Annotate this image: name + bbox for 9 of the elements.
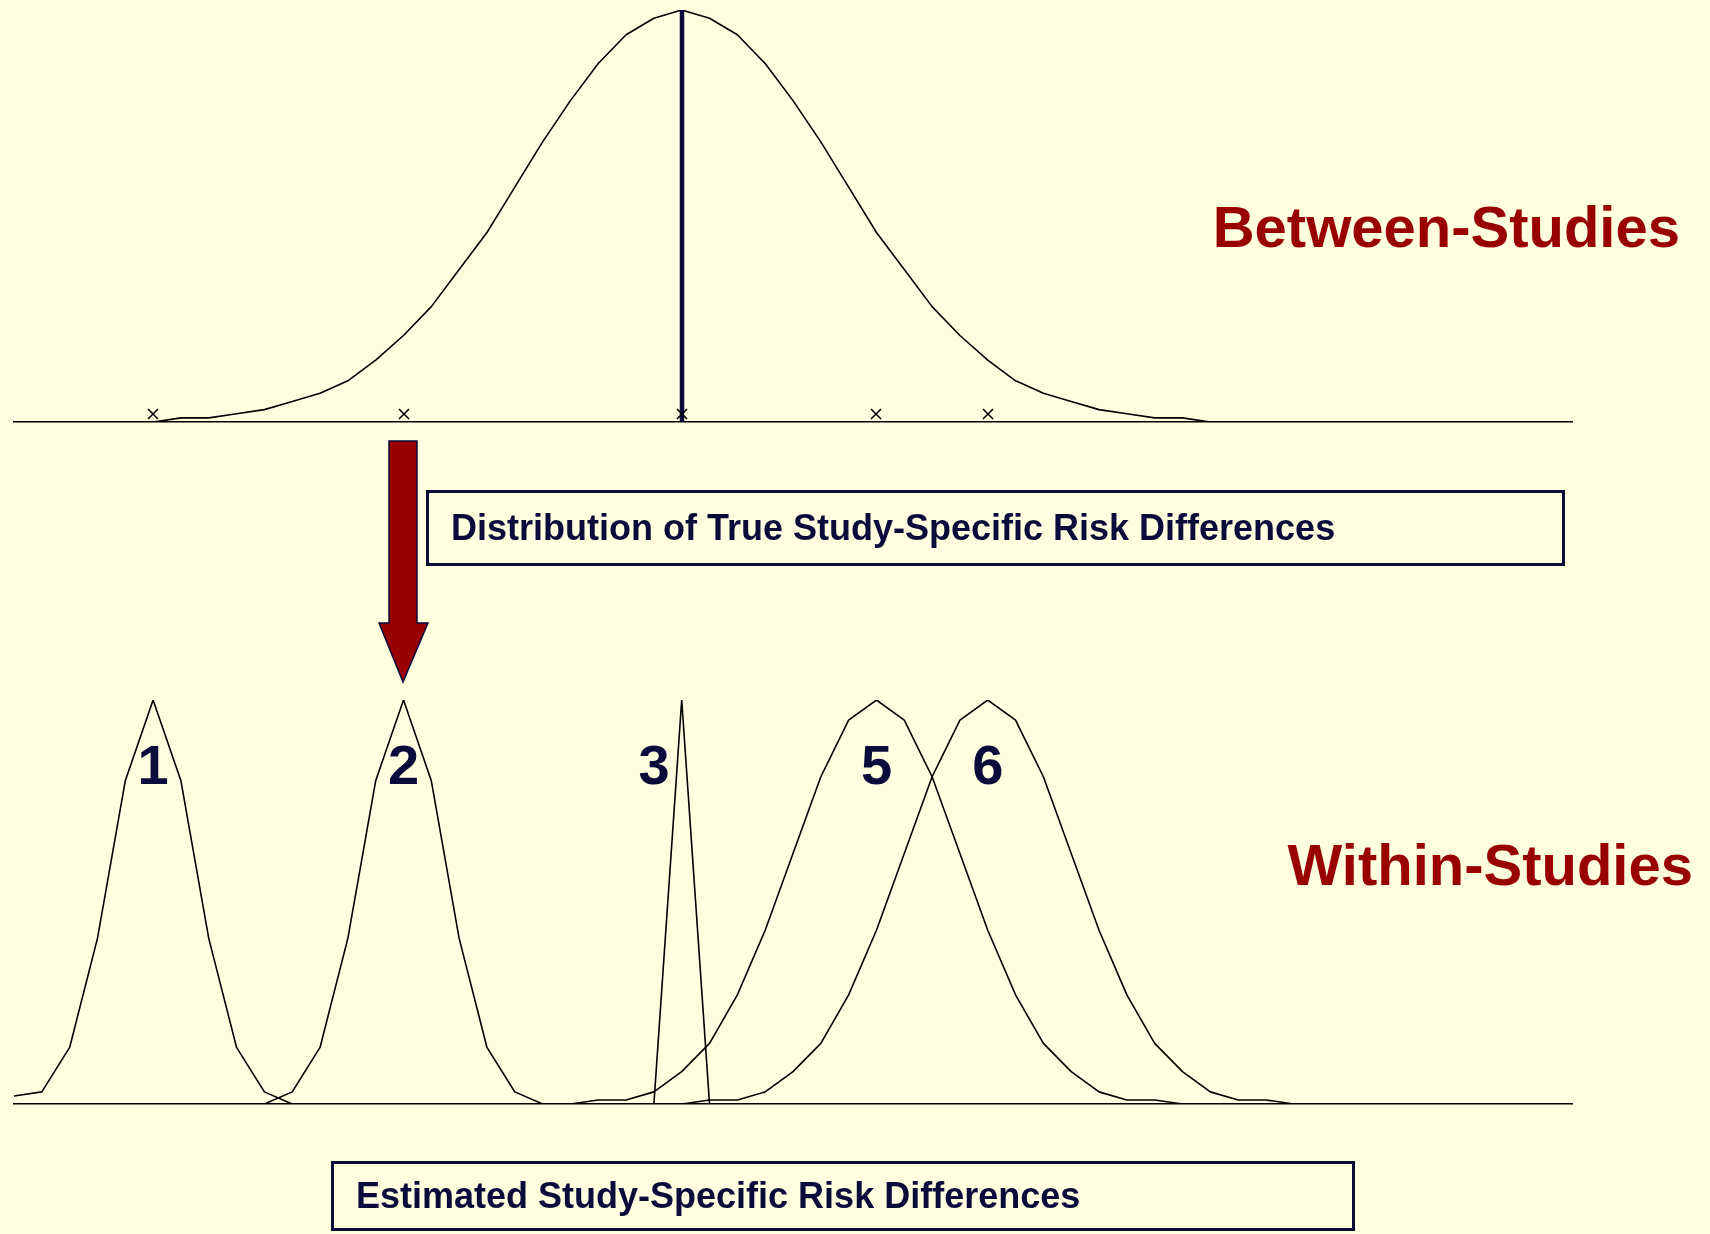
x-axis-title: Estimated Study-Specific Risk Differences	[331, 1161, 1355, 1231]
series-label: 3	[638, 733, 670, 797]
series-label: 5	[860, 733, 893, 797]
series-label: 2	[387, 733, 420, 797]
series-label: 1	[137, 733, 169, 797]
series-label: 6	[972, 733, 1004, 797]
x-axis-title: Distribution of True Study-Specific Risk Differences	[426, 490, 1565, 566]
text: Within-Studies	[1287, 831, 1693, 898]
text: Between-Studies	[1212, 193, 1680, 260]
